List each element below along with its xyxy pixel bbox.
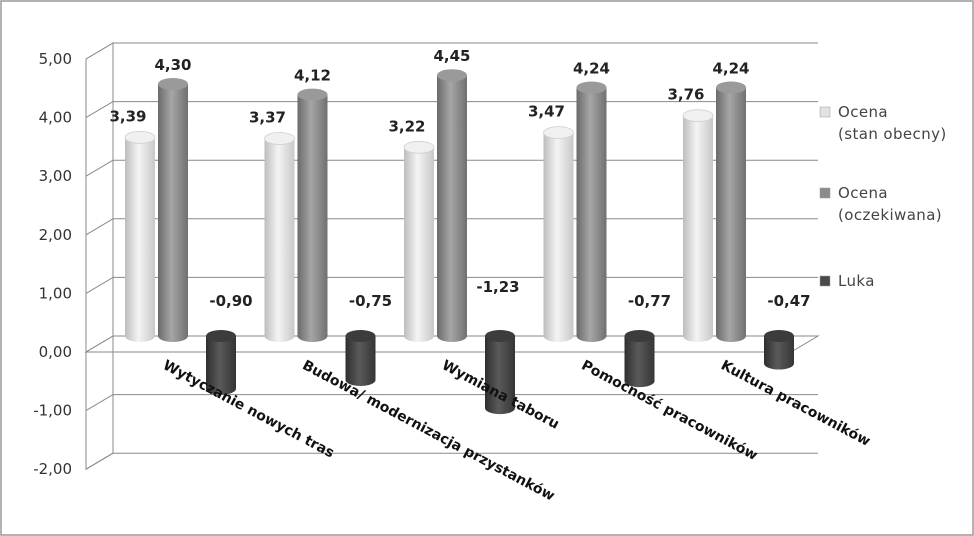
bar-cap [158, 78, 188, 91]
data-label: 3,37 [249, 109, 286, 127]
bar-body [683, 115, 713, 342]
bar-current-3 [543, 126, 574, 342]
data-label: -0,47 [767, 292, 810, 310]
legend-label: (stan obecny) [838, 125, 947, 143]
legend-swatch [819, 106, 831, 118]
bar-cap [297, 88, 328, 101]
gridline-depth [85, 394, 114, 412]
bar-body [158, 84, 188, 343]
bar-gap-0 [206, 330, 236, 395]
bar-body [437, 75, 467, 342]
bar-cap [624, 330, 655, 342]
bar-body [345, 336, 376, 386]
data-label: -0,90 [209, 292, 252, 310]
y-tick-label: 3,00 [39, 167, 72, 185]
data-label: 4,30 [154, 56, 191, 74]
gridline-depth [85, 218, 114, 236]
category-label: Budowa/ modernizacja przystanków [300, 357, 558, 504]
bar-body [485, 336, 515, 415]
bar-gap-1 [345, 330, 376, 386]
bar-cap [403, 140, 435, 154]
bar-expected-1 [297, 88, 328, 343]
bar-cap [485, 330, 515, 342]
y-tick-label: -2,00 [33, 460, 72, 478]
data-label: 3,76 [667, 86, 704, 104]
bar-body [264, 138, 295, 342]
bar-cap [437, 69, 467, 82]
bar-gap-3 [624, 330, 655, 388]
bar-cap [124, 130, 156, 144]
data-label: 4,24 [573, 60, 610, 78]
y-tick-label: 4,00 [39, 109, 72, 127]
bar-current-4 [682, 109, 714, 342]
bar-body [543, 132, 574, 342]
bar-body [624, 336, 655, 388]
data-label: 3,22 [388, 117, 425, 135]
bar-cap [576, 81, 607, 94]
bar-cap [345, 330, 376, 342]
bar-current-2 [403, 140, 435, 342]
bar-gap-4 [764, 330, 794, 370]
bar-cap [543, 126, 574, 140]
data-label: -1,23 [476, 278, 519, 296]
y-tick-label: 1,00 [39, 284, 72, 302]
bar-cap [764, 330, 794, 342]
gridline-depth [85, 159, 114, 177]
bar-expected-4 [716, 81, 746, 342]
bar-body [716, 87, 746, 342]
data-label: 4,12 [294, 67, 331, 85]
bar-expected-0 [158, 78, 188, 343]
bar-body [404, 147, 434, 342]
bar-body [764, 336, 794, 370]
bar-cap [682, 109, 714, 123]
bar-gap-2 [485, 330, 515, 415]
bar-body [576, 87, 607, 342]
bar-current-1 [264, 132, 295, 342]
bar-expected-2 [437, 69, 467, 342]
y-tick-label: -1,00 [33, 402, 72, 420]
bar-current-0 [124, 130, 156, 342]
data-label: 3,39 [109, 107, 146, 125]
bar-body [297, 94, 328, 343]
gridline-depth [85, 452, 114, 470]
legend-label: Ocena [838, 184, 888, 202]
zero-plane [84, 335, 820, 353]
legend-swatch [819, 275, 831, 287]
category-label: Kultura pracowników [718, 357, 873, 449]
y-tick-label: 2,00 [39, 226, 72, 244]
data-label: -0,77 [628, 292, 671, 310]
data-label: 3,47 [528, 103, 565, 121]
y-tick-label: 0,00 [39, 343, 72, 361]
data-label: 4,24 [712, 60, 749, 78]
legend-label: Ocena [838, 103, 888, 121]
data-label: 4,45 [433, 47, 470, 65]
legend-swatch [819, 187, 831, 199]
y-tick-label: 5,00 [39, 50, 72, 68]
bar-cap [264, 132, 295, 145]
bar-expected-3 [576, 81, 607, 342]
bar-body [206, 336, 236, 395]
gridline-depth [85, 101, 114, 119]
bar-cap [206, 330, 236, 342]
gridline-depth [85, 42, 114, 60]
bar-body [125, 137, 155, 342]
data-label: -0,75 [349, 292, 392, 310]
gridline-depth [85, 276, 114, 294]
bar-cap [716, 81, 746, 94]
legend-label: Luka [838, 272, 875, 290]
legend-label: (oczekiwana) [838, 206, 942, 224]
